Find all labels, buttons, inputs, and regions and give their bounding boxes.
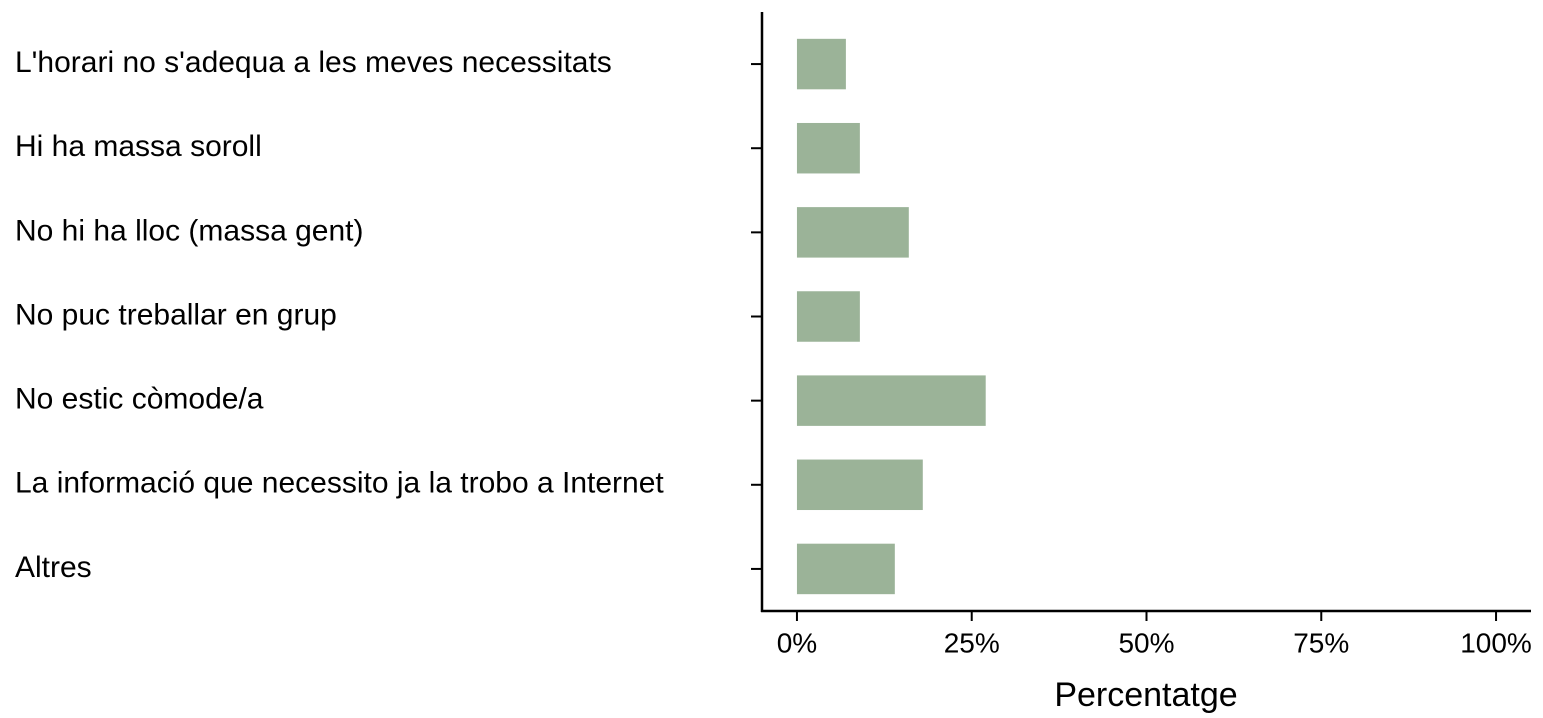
y-tick-label: Altres	[15, 551, 92, 584]
bar	[796, 291, 860, 342]
bar	[796, 543, 895, 595]
bar	[796, 122, 860, 174]
x-tick-label: 75%	[1293, 627, 1349, 658]
y-tick-label: Hi ha massa soroll	[15, 130, 262, 163]
y-tick-label: No puc treballar en grup	[15, 298, 337, 331]
x-axis-title: Percentatge	[1054, 676, 1237, 714]
y-tick-label: La informació que necessito ja la trobo …	[15, 467, 664, 500]
x-tick-label: 100%	[1460, 627, 1532, 658]
bar	[796, 207, 909, 258]
x-tick-label: 0%	[777, 627, 817, 658]
y-tick-label: L'horari no s'adequa a les meves necessi…	[15, 46, 612, 79]
y-tick-label: No hi ha lloc (massa gent)	[15, 214, 364, 247]
y-tick-label: No estic còmode/a	[15, 383, 264, 416]
bar	[796, 375, 986, 426]
x-tick-label: 50%	[1118, 627, 1174, 658]
bar	[796, 459, 923, 511]
x-tick-label: 25%	[944, 627, 1000, 658]
bar	[796, 38, 846, 90]
